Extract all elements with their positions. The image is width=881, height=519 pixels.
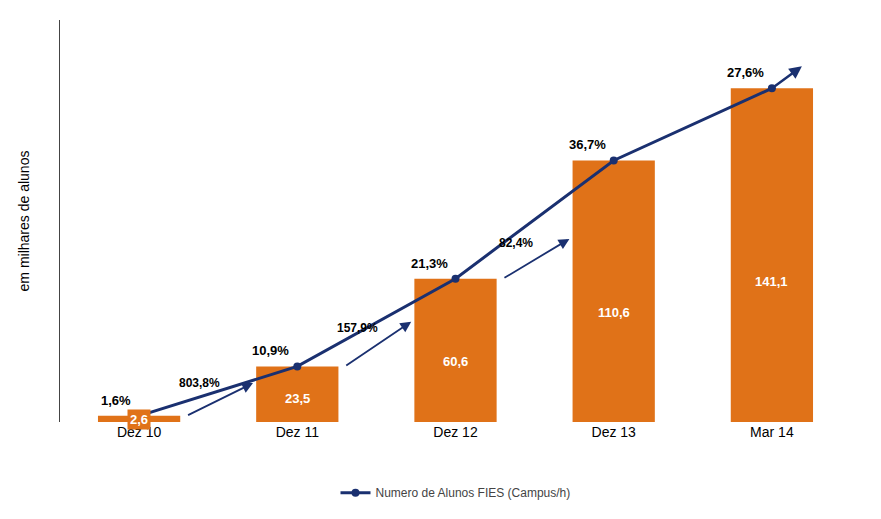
svg-text:em milhares de alunos: em milhares de alunos — [16, 151, 32, 292]
svg-text:Dez 13: Dez 13 — [592, 424, 637, 440]
svg-text:60,6: 60,6 — [443, 354, 468, 369]
svg-text:110,6: 110,6 — [598, 305, 630, 320]
svg-text:157,9%: 157,9% — [337, 321, 378, 335]
svg-text:Dez 10: Dez 10 — [117, 424, 162, 440]
svg-text:36,7%: 36,7% — [569, 137, 606, 152]
svg-text:82,4%: 82,4% — [499, 236, 533, 250]
svg-text:21,3%: 21,3% — [411, 256, 448, 271]
svg-text:Numero de Alunos FIES (Campus/: Numero de Alunos FIES (Campus/h) — [376, 486, 571, 500]
svg-text:2,6: 2,6 — [130, 412, 148, 427]
svg-text:803,8%: 803,8% — [179, 376, 220, 390]
svg-text:27,6%: 27,6% — [727, 65, 764, 80]
svg-text:Mar 14: Mar 14 — [750, 424, 794, 440]
svg-text:Dez 12: Dez 12 — [433, 424, 478, 440]
svg-text:Dez 11: Dez 11 — [276, 424, 320, 440]
svg-text:23,5: 23,5 — [285, 391, 310, 406]
svg-text:141,1: 141,1 — [755, 274, 788, 289]
svg-text:10,9%: 10,9% — [252, 343, 289, 358]
svg-text:1,6%: 1,6% — [101, 393, 131, 408]
